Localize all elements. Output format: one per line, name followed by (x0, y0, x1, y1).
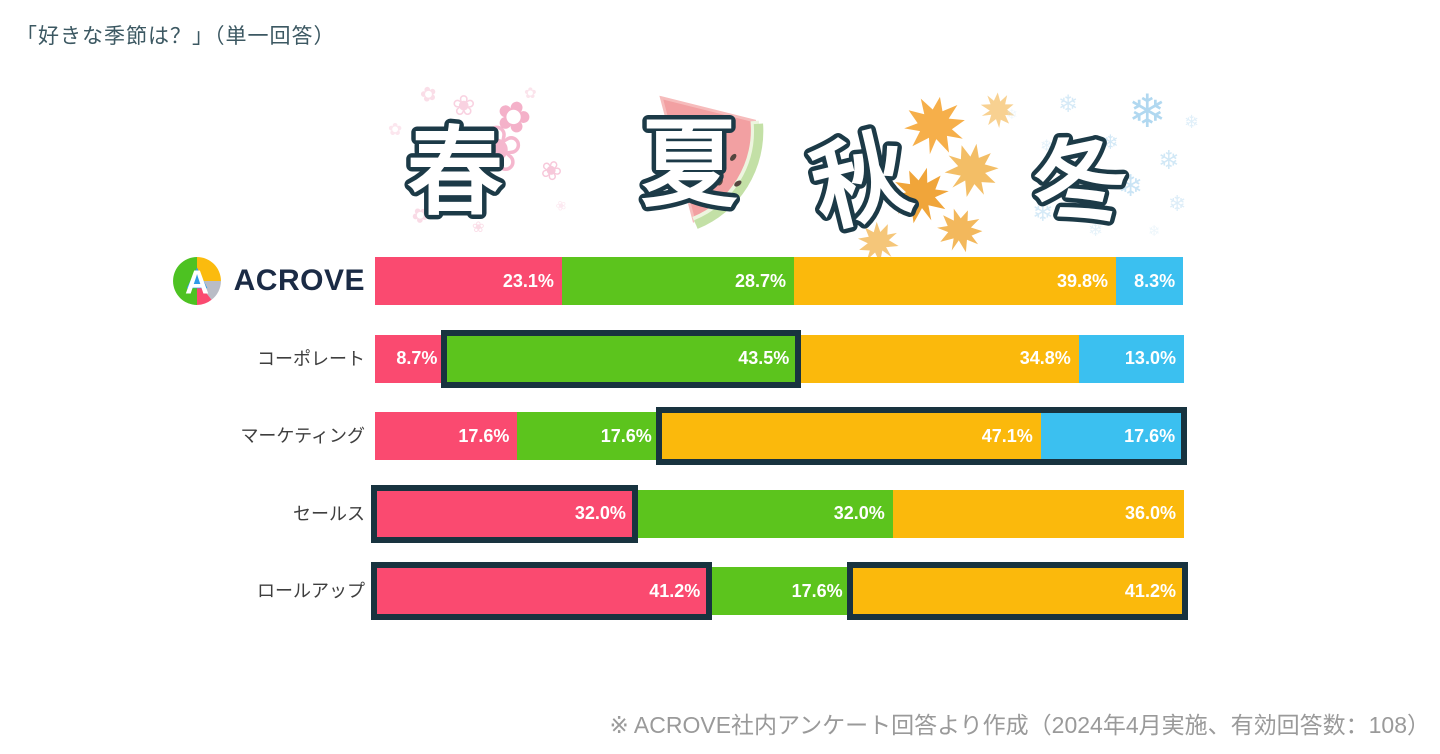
chart-row-3: マーケティング 17.6% 17.6% 47.1% 17.6% (0, 407, 1440, 465)
segment-value-label: 39.8% (1056, 270, 1109, 291)
season-header-summer: 夏 (637, 107, 743, 223)
segment-value-label: 17.6% (1124, 425, 1176, 446)
segment-value-label: 28.7% (735, 270, 787, 291)
snowflake-icon: ❄ (1006, 107, 1018, 123)
stacked-bar: 23.1% 28.7% 39.8% 8.3% (375, 257, 1184, 305)
bar-segment-summer: 32.0% (633, 489, 893, 538)
snowflake-icon: ❄ (1148, 222, 1161, 240)
source-note: ※ ACROVE社内アンケート回答より作成（2024年4月実施、有効回答数：10… (609, 712, 1430, 738)
stacked-bar: 8.7% 43.5% 34.8% 13.0% (375, 329, 1184, 388)
segment-value-label: 17.6% (600, 425, 652, 446)
maple-leaf-icon (857, 92, 1015, 263)
bar-segment-autumn: 41.2% (850, 567, 1184, 615)
cherry-blossom-icon: ❀ (452, 89, 476, 122)
acrove-logo-icon: A (172, 257, 221, 305)
segment-value-label: 47.1% (981, 425, 1033, 446)
segment-value-label: 32.0% (833, 503, 885, 523)
bar-segment-autumn: 47.1% (659, 412, 1041, 460)
bar-segment-winter: 8.3% (1116, 257, 1184, 305)
snowflake-icon: ❄ (1040, 136, 1054, 155)
bar-segment-autumn: 34.8% (797, 334, 1079, 383)
watermelon-icon (659, 95, 764, 229)
snowflake-icon: ❄ (1158, 146, 1180, 176)
bar-segment-spring: 32.0% (375, 489, 634, 538)
chart-row-5: ロールアップ 41.2% 17.6% 41.2% (0, 562, 1440, 620)
segment-value-label: 34.8% (1019, 348, 1071, 368)
stacked-bar: 32.0% 32.0% 36.0% (371, 484, 1184, 543)
row-label: コーポレート (257, 348, 365, 369)
bar-segment-autumn: 39.8% (794, 257, 1117, 305)
row-label: ロールアップ (257, 581, 365, 601)
bar-segment-autumn: 36.0% (892, 489, 1184, 538)
season-kanji-summer: 夏 (641, 112, 738, 219)
segment-value-label: 13.0% (1124, 348, 1176, 368)
bar-segment-summer: 17.6% (517, 412, 660, 460)
svg-text:A: A (185, 265, 209, 302)
row-label: マーケティング (240, 426, 365, 446)
snowflake-icon: ❄ (1032, 198, 1054, 228)
cherry-blossom-icon: ❀ (470, 113, 524, 187)
season-header-autumn: 秋 (797, 114, 925, 250)
segment-value-label: 36.0% (1124, 503, 1176, 523)
snowflake-icon: ❄ (1058, 90, 1079, 118)
acrove-wordmark: ACROVE (233, 264, 365, 297)
snowflake-icon: ❄ (1184, 112, 1200, 133)
bar-segment-summer: 43.5% (445, 334, 798, 383)
bar-segment-summer: 28.7% (561, 257, 795, 305)
cherry-blossom-icon: ❀ (472, 218, 485, 236)
segment-value-label: 43.5% (738, 348, 790, 368)
stacked-bar: 17.6% 17.6% 47.1% 17.6% (375, 407, 1188, 465)
stacked-bar: 41.2% 17.6% 41.2% (371, 562, 1188, 620)
page-title: 「好きな季節は？」（単一回答） (16, 25, 336, 48)
snowflake-icon: ❄ (1088, 220, 1104, 241)
segment-value-label: 32.0% (574, 503, 626, 523)
segment-value-label: 17.6% (791, 580, 843, 601)
segment-value-label: 23.1% (502, 270, 554, 291)
snowflake-icon: ❄ (1128, 84, 1167, 138)
segment-value-label: 17.6% (458, 425, 510, 446)
row-label: セールス (293, 503, 365, 524)
bar-segment-winter: 13.0% (1078, 334, 1184, 383)
bar-segment-spring: 23.1% (375, 257, 562, 305)
season-header-winter: 冬 (1017, 117, 1142, 251)
snowflake-icon: ❄ (1168, 192, 1187, 217)
snowflake-icon: ❄ (1118, 169, 1144, 204)
segment-value-label: 8.3% (1134, 270, 1176, 291)
segment-value-label: 41.2% (649, 580, 701, 601)
chart-row-1: A ACROVE 23.1% 28.7% 39.8% 8.3% (0, 257, 1440, 305)
snowflake-icon: ❄ (1102, 130, 1119, 154)
acrove-logo: A ACROVE (0, 257, 365, 305)
bar-segment-spring: 8.7% (375, 334, 446, 383)
season-header-spring: 春 (403, 115, 508, 231)
chart-row-4: セールス 32.0% 32.0% 36.0% (0, 484, 1440, 543)
cherry-blossom-icon: ✿ (388, 120, 403, 140)
cherry-blossom-icon: ✿ (524, 84, 537, 102)
bar-segment-summer: 17.6% (708, 567, 851, 615)
segment-value-label: 41.2% (1124, 580, 1176, 601)
season-kanji-spring: 春 (407, 120, 503, 227)
bar-segment-winter: 17.6% (1040, 412, 1184, 460)
segment-value-label: 8.7% (396, 348, 438, 368)
chart-row-2: コーポレート 8.7% 43.5% 34.8% 13.0% (0, 329, 1440, 388)
bar-segment-spring: 17.6% (375, 412, 518, 460)
bar-segment-spring: 41.2% (375, 567, 709, 615)
